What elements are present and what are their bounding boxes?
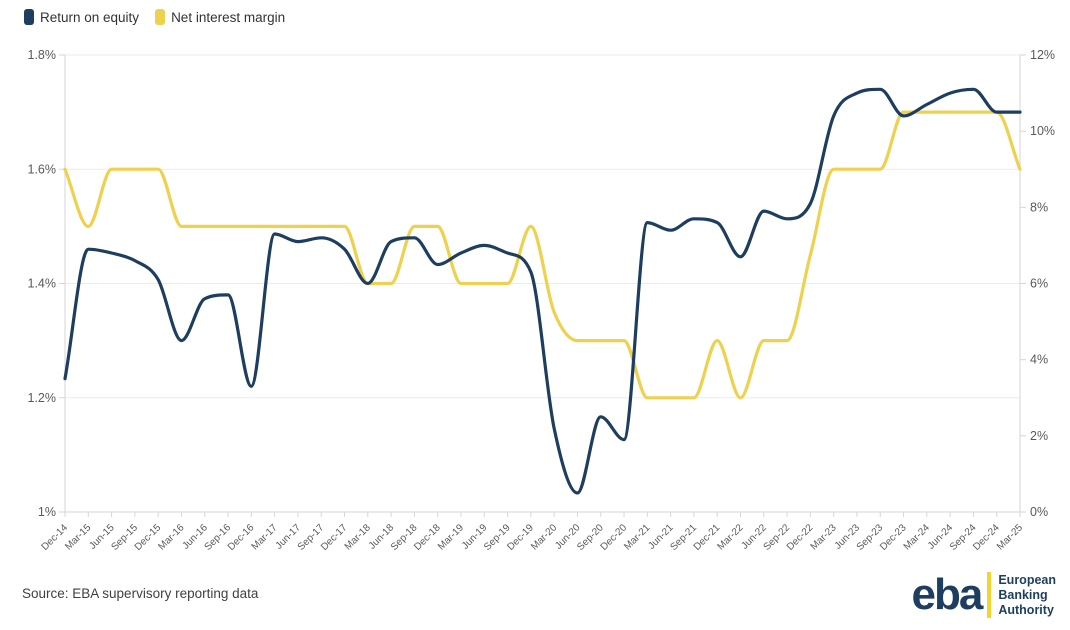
x-axis-label: Mar-25	[995, 522, 1025, 552]
eba-logo-abbr: eba	[911, 570, 984, 619]
legend-item-return-on-equity[interactable]: Return on equity	[24, 9, 139, 25]
x-axis-label: Mar-22	[715, 522, 745, 552]
legend: Return on equity Net interest margin	[24, 9, 285, 25]
eba-logo: eba European Banking Authority	[912, 572, 1056, 618]
nim-legend-swatch-icon	[155, 9, 166, 25]
left-axis-label: 1.8%	[28, 48, 57, 62]
source-text: Source: EBA supervisory reporting data	[22, 586, 259, 601]
right-axis-label: 12%	[1030, 48, 1055, 62]
series-line-return-on-equity	[63, 87, 1022, 495]
x-axis-label: Mar-24	[902, 522, 932, 552]
eba-logo-line: Banking	[998, 587, 1048, 602]
left-axis-label: 1%	[38, 505, 56, 519]
right-axis-label: 8%	[1030, 200, 1048, 214]
right-axis-label: 4%	[1030, 353, 1048, 367]
x-axis-label: Mar-17	[250, 522, 280, 552]
right-axis-label: 0%	[1030, 505, 1048, 519]
right-axis-label: 6%	[1030, 277, 1048, 291]
legend-item-net-interest-margin[interactable]: Net interest margin	[155, 9, 285, 25]
x-axis-label: Mar-16	[156, 522, 186, 552]
x-axis-label: Mar-21	[622, 522, 652, 552]
x-axis-label: Mar-18	[343, 522, 373, 552]
eba-logo-text: European Banking Authority	[998, 573, 1056, 618]
left-axis-label: 1.6%	[28, 162, 57, 176]
right-axis-label: 2%	[1030, 429, 1048, 443]
left-axis-label: 1.4%	[28, 277, 57, 291]
eba-logo-line: European	[998, 572, 1056, 587]
legend-label: Net interest margin	[171, 9, 286, 25]
x-axis-label: Mar-15	[63, 522, 93, 552]
right-axis-label: 10%	[1030, 124, 1055, 138]
x-axis-label: Mar-19	[436, 522, 466, 552]
series-line-net-interest-margin	[63, 110, 1022, 400]
x-axis-label: Mar-20	[529, 522, 559, 552]
legend-label: Return on equity	[40, 9, 140, 25]
eba-logo-bar	[987, 572, 992, 618]
x-axis-label: Mar-23	[809, 522, 839, 552]
eba-logo-line: Authority	[998, 602, 1054, 617]
roe-legend-swatch-icon	[24, 9, 34, 25]
left-axis-label: 1.2%	[28, 391, 57, 405]
